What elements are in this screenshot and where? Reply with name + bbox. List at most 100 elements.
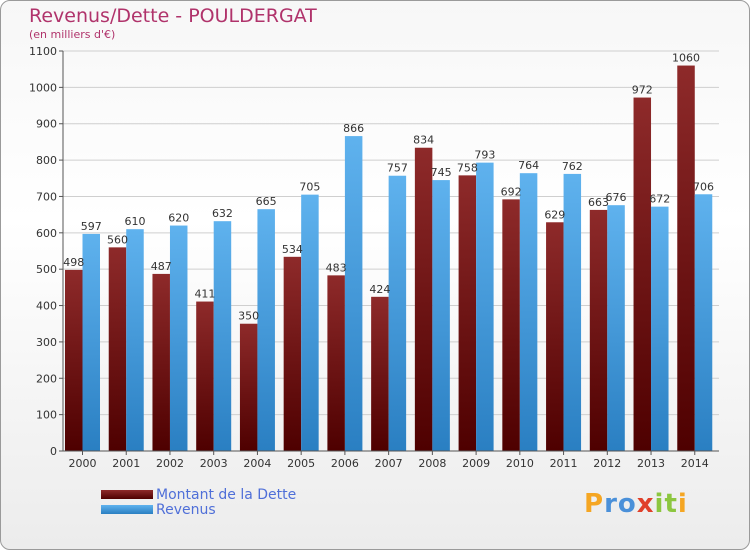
bar-dette (371, 296, 389, 451)
bar-revenus (126, 229, 144, 451)
y-tick-label: 0 (50, 445, 57, 458)
legend-item-revenus: Revenus (101, 501, 296, 518)
x-tick-label: 2011 (550, 457, 578, 470)
data-label-dette: 534 (282, 243, 303, 256)
data-label-revenus: 610 (124, 215, 145, 228)
x-tick-label: 2007 (375, 457, 403, 470)
y-tick-label: 1100 (29, 45, 57, 58)
data-label-revenus: 793 (474, 149, 495, 162)
bar-revenus (651, 206, 669, 451)
bar-revenus (169, 225, 188, 451)
y-tick-label: 600 (36, 227, 57, 240)
data-label-revenus: 705 (299, 181, 320, 194)
data-label-revenus: 676 (606, 191, 627, 204)
data-label-revenus: 672 (649, 193, 670, 206)
y-tick-label: 400 (36, 300, 57, 313)
y-tick-label: 300 (36, 336, 57, 349)
x-tick-label: 2001 (112, 457, 140, 470)
data-label-dette: 663 (588, 196, 609, 209)
bar-revenus (257, 209, 275, 451)
x-tick-label: 2004 (243, 457, 271, 470)
x-tick-label: 2013 (637, 457, 665, 470)
bar-dette (414, 147, 433, 451)
bar-dette (633, 97, 652, 451)
x-tick-label: 2003 (200, 457, 228, 470)
bar-dette (239, 323, 258, 451)
x-tick-label: 2000 (69, 457, 97, 470)
data-label-dette: 498 (63, 256, 84, 269)
bar-dette (677, 65, 695, 451)
x-tick-label: 2002 (156, 457, 184, 470)
x-tick-label: 2009 (462, 457, 490, 470)
logo-letter: i (677, 489, 688, 519)
data-label-revenus: 764 (518, 159, 539, 172)
x-tick-label: 2010 (506, 457, 534, 470)
x-tick-label: 2014 (681, 457, 709, 470)
data-label-revenus: 632 (212, 207, 233, 220)
bar-revenus (694, 194, 713, 452)
proxiti-logo: Proxiti (584, 489, 688, 519)
legend-label-debt: Montant de la Dette (156, 486, 297, 503)
chart-title: Revenus/Dette - POULDERGAT (29, 5, 317, 27)
bar-revenus (607, 205, 625, 451)
bar-revenus (388, 175, 407, 451)
logo-letter: x (636, 489, 655, 519)
y-tick-label: 100 (36, 409, 57, 422)
bar-dette (152, 273, 170, 451)
data-label-revenus: 706 (693, 180, 714, 193)
chart-subtitle: (en milliers d'€) (29, 28, 116, 41)
bar-revenus (82, 233, 100, 451)
data-label-revenus: 866 (343, 122, 364, 135)
y-tick-label: 800 (36, 154, 57, 167)
bar-dette (283, 256, 302, 451)
y-tick-label: 200 (36, 372, 57, 385)
legend-swatch-debt (101, 490, 153, 499)
data-label-dette: 692 (501, 185, 522, 198)
bar-revenus (563, 173, 582, 451)
data-label-revenus: 665 (256, 195, 277, 208)
y-tick-label: 1000 (29, 81, 57, 94)
legend-swatch-revenus (101, 505, 153, 514)
data-label-revenus: 757 (387, 162, 408, 175)
bar-dette (65, 269, 83, 451)
logo-letter: P (584, 489, 605, 519)
bar-dette (108, 247, 127, 451)
y-tick-label: 900 (36, 118, 57, 131)
data-label-dette: 972 (632, 84, 653, 97)
bar-revenus (301, 194, 319, 452)
bar-dette (546, 222, 564, 451)
legend-item-debt: Montant de la Dette (101, 486, 297, 503)
legend-label-revenus: Revenus (156, 501, 216, 518)
logo-letter: o (617, 489, 637, 519)
bar-dette (589, 209, 608, 451)
data-label-dette: 411 (194, 288, 215, 301)
logo-letter: t (664, 489, 678, 519)
bar-revenus (432, 180, 450, 451)
data-label-dette: 487 (151, 260, 172, 273)
bar-revenus (519, 173, 538, 451)
bar-revenus (344, 136, 363, 451)
bar-dette (196, 301, 214, 451)
data-label-dette: 483 (326, 261, 347, 274)
bar-revenus (476, 162, 494, 452)
data-label-revenus: 620 (168, 212, 189, 225)
data-label-dette: 758 (457, 161, 478, 174)
data-label-revenus: 597 (81, 220, 102, 233)
x-tick-label: 2012 (593, 457, 621, 470)
data-label-dette: 834 (413, 134, 434, 147)
bar-dette (502, 199, 520, 451)
x-tick-label: 2006 (331, 457, 359, 470)
legend: Montant de la Dette Revenus (101, 486, 297, 518)
data-label-revenus: 745 (431, 166, 452, 179)
x-tick-label: 2008 (418, 457, 446, 470)
data-label-dette: 424 (369, 283, 390, 296)
data-label-dette: 350 (238, 310, 259, 323)
y-tick-label: 700 (36, 190, 57, 203)
data-label-dette: 1060 (672, 52, 700, 65)
bar-dette (458, 175, 477, 451)
logo-letter: r (604, 489, 618, 519)
logo-letter: i (654, 489, 665, 519)
bar-dette (327, 275, 345, 451)
